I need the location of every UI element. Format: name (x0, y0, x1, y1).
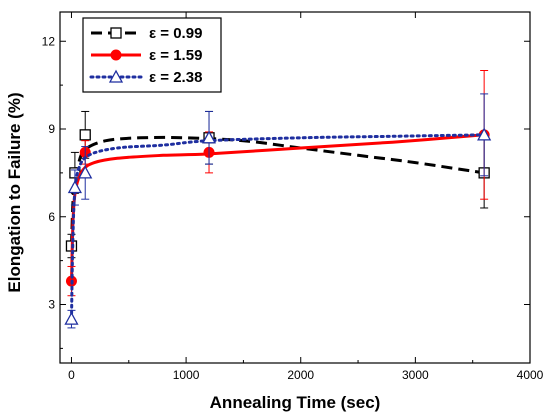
y-axis-title: Elongation to Failure (%) (5, 92, 24, 292)
legend-label: ε = 2.38 (149, 69, 202, 86)
data-point (67, 180, 82, 194)
legend-label: ε = 1.59 (149, 47, 202, 64)
legend-label: ε = 0.99 (149, 25, 202, 42)
legend-marker (110, 49, 122, 61)
series-3-line (70, 133, 486, 321)
x-tick-label: 1000 (173, 368, 200, 382)
series-3 (64, 93, 492, 329)
data-point (64, 311, 79, 325)
legend-marker (108, 69, 124, 83)
data-point (79, 129, 91, 141)
series-2-line (70, 133, 485, 282)
x-tick-label: 2000 (287, 368, 314, 382)
x-tick-label: 3000 (402, 368, 429, 382)
x-axis-title: Annealing Time (sec) (210, 393, 381, 412)
series-1 (65, 110, 490, 259)
series-1-line (70, 135, 485, 247)
legend-entry-3: ε = 2.38 (89, 69, 202, 86)
x-tick-label: 4000 (517, 368, 544, 382)
axes: 0 1000 2000 3000 4000 3 6 9 12 (42, 11, 544, 382)
y-tick-label: 3 (48, 298, 55, 312)
legend-entry-2: ε = 1.59 (91, 47, 202, 64)
x-tick-label: 0 (68, 368, 75, 382)
legend-marker (110, 27, 122, 39)
data-point (201, 130, 217, 144)
data-point (477, 127, 492, 141)
series-2 (65, 70, 490, 297)
y-tick-label: 12 (42, 34, 56, 48)
plot-frame (59, 11, 531, 364)
plot-area (64, 70, 492, 329)
y-tick-label: 6 (48, 210, 55, 224)
y-tick-label: 9 (48, 122, 55, 136)
data-point (78, 165, 93, 179)
legend: ε = 0.99 ε = 1.59 ε = 2.38 (82, 17, 222, 93)
legend-entry-1: ε = 0.99 (91, 25, 202, 42)
